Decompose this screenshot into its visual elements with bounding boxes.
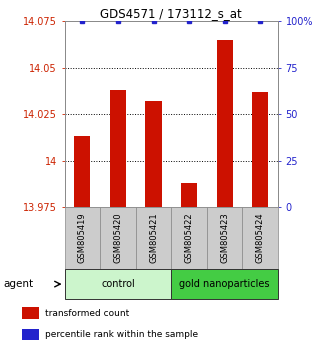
Text: GSM805419: GSM805419 (78, 213, 87, 263)
Text: agent: agent (3, 279, 33, 289)
Text: control: control (101, 279, 135, 289)
Bar (217, 40, 233, 207)
Bar (65, 269, 171, 299)
Bar (146, 101, 162, 207)
Bar (171, 207, 207, 269)
Title: GDS4571 / 173112_s_at: GDS4571 / 173112_s_at (100, 7, 242, 20)
Text: transformed count: transformed count (45, 309, 129, 318)
Bar (100, 207, 136, 269)
Bar (181, 183, 197, 207)
Bar (242, 207, 278, 269)
Text: GSM805421: GSM805421 (149, 213, 158, 263)
Bar (252, 92, 268, 207)
Text: gold nanoparticles: gold nanoparticles (179, 279, 270, 289)
Bar (207, 207, 242, 269)
Bar (23, 307, 39, 319)
Bar (171, 269, 278, 299)
Bar (23, 329, 39, 341)
Text: GSM805420: GSM805420 (114, 213, 122, 263)
Text: GSM805424: GSM805424 (256, 213, 265, 263)
Bar (136, 207, 171, 269)
Bar (74, 136, 90, 207)
Bar (65, 207, 100, 269)
Text: GSM805422: GSM805422 (185, 213, 194, 263)
Text: percentile rank within the sample: percentile rank within the sample (45, 330, 198, 339)
Text: GSM805423: GSM805423 (220, 213, 229, 263)
Bar (110, 90, 126, 207)
